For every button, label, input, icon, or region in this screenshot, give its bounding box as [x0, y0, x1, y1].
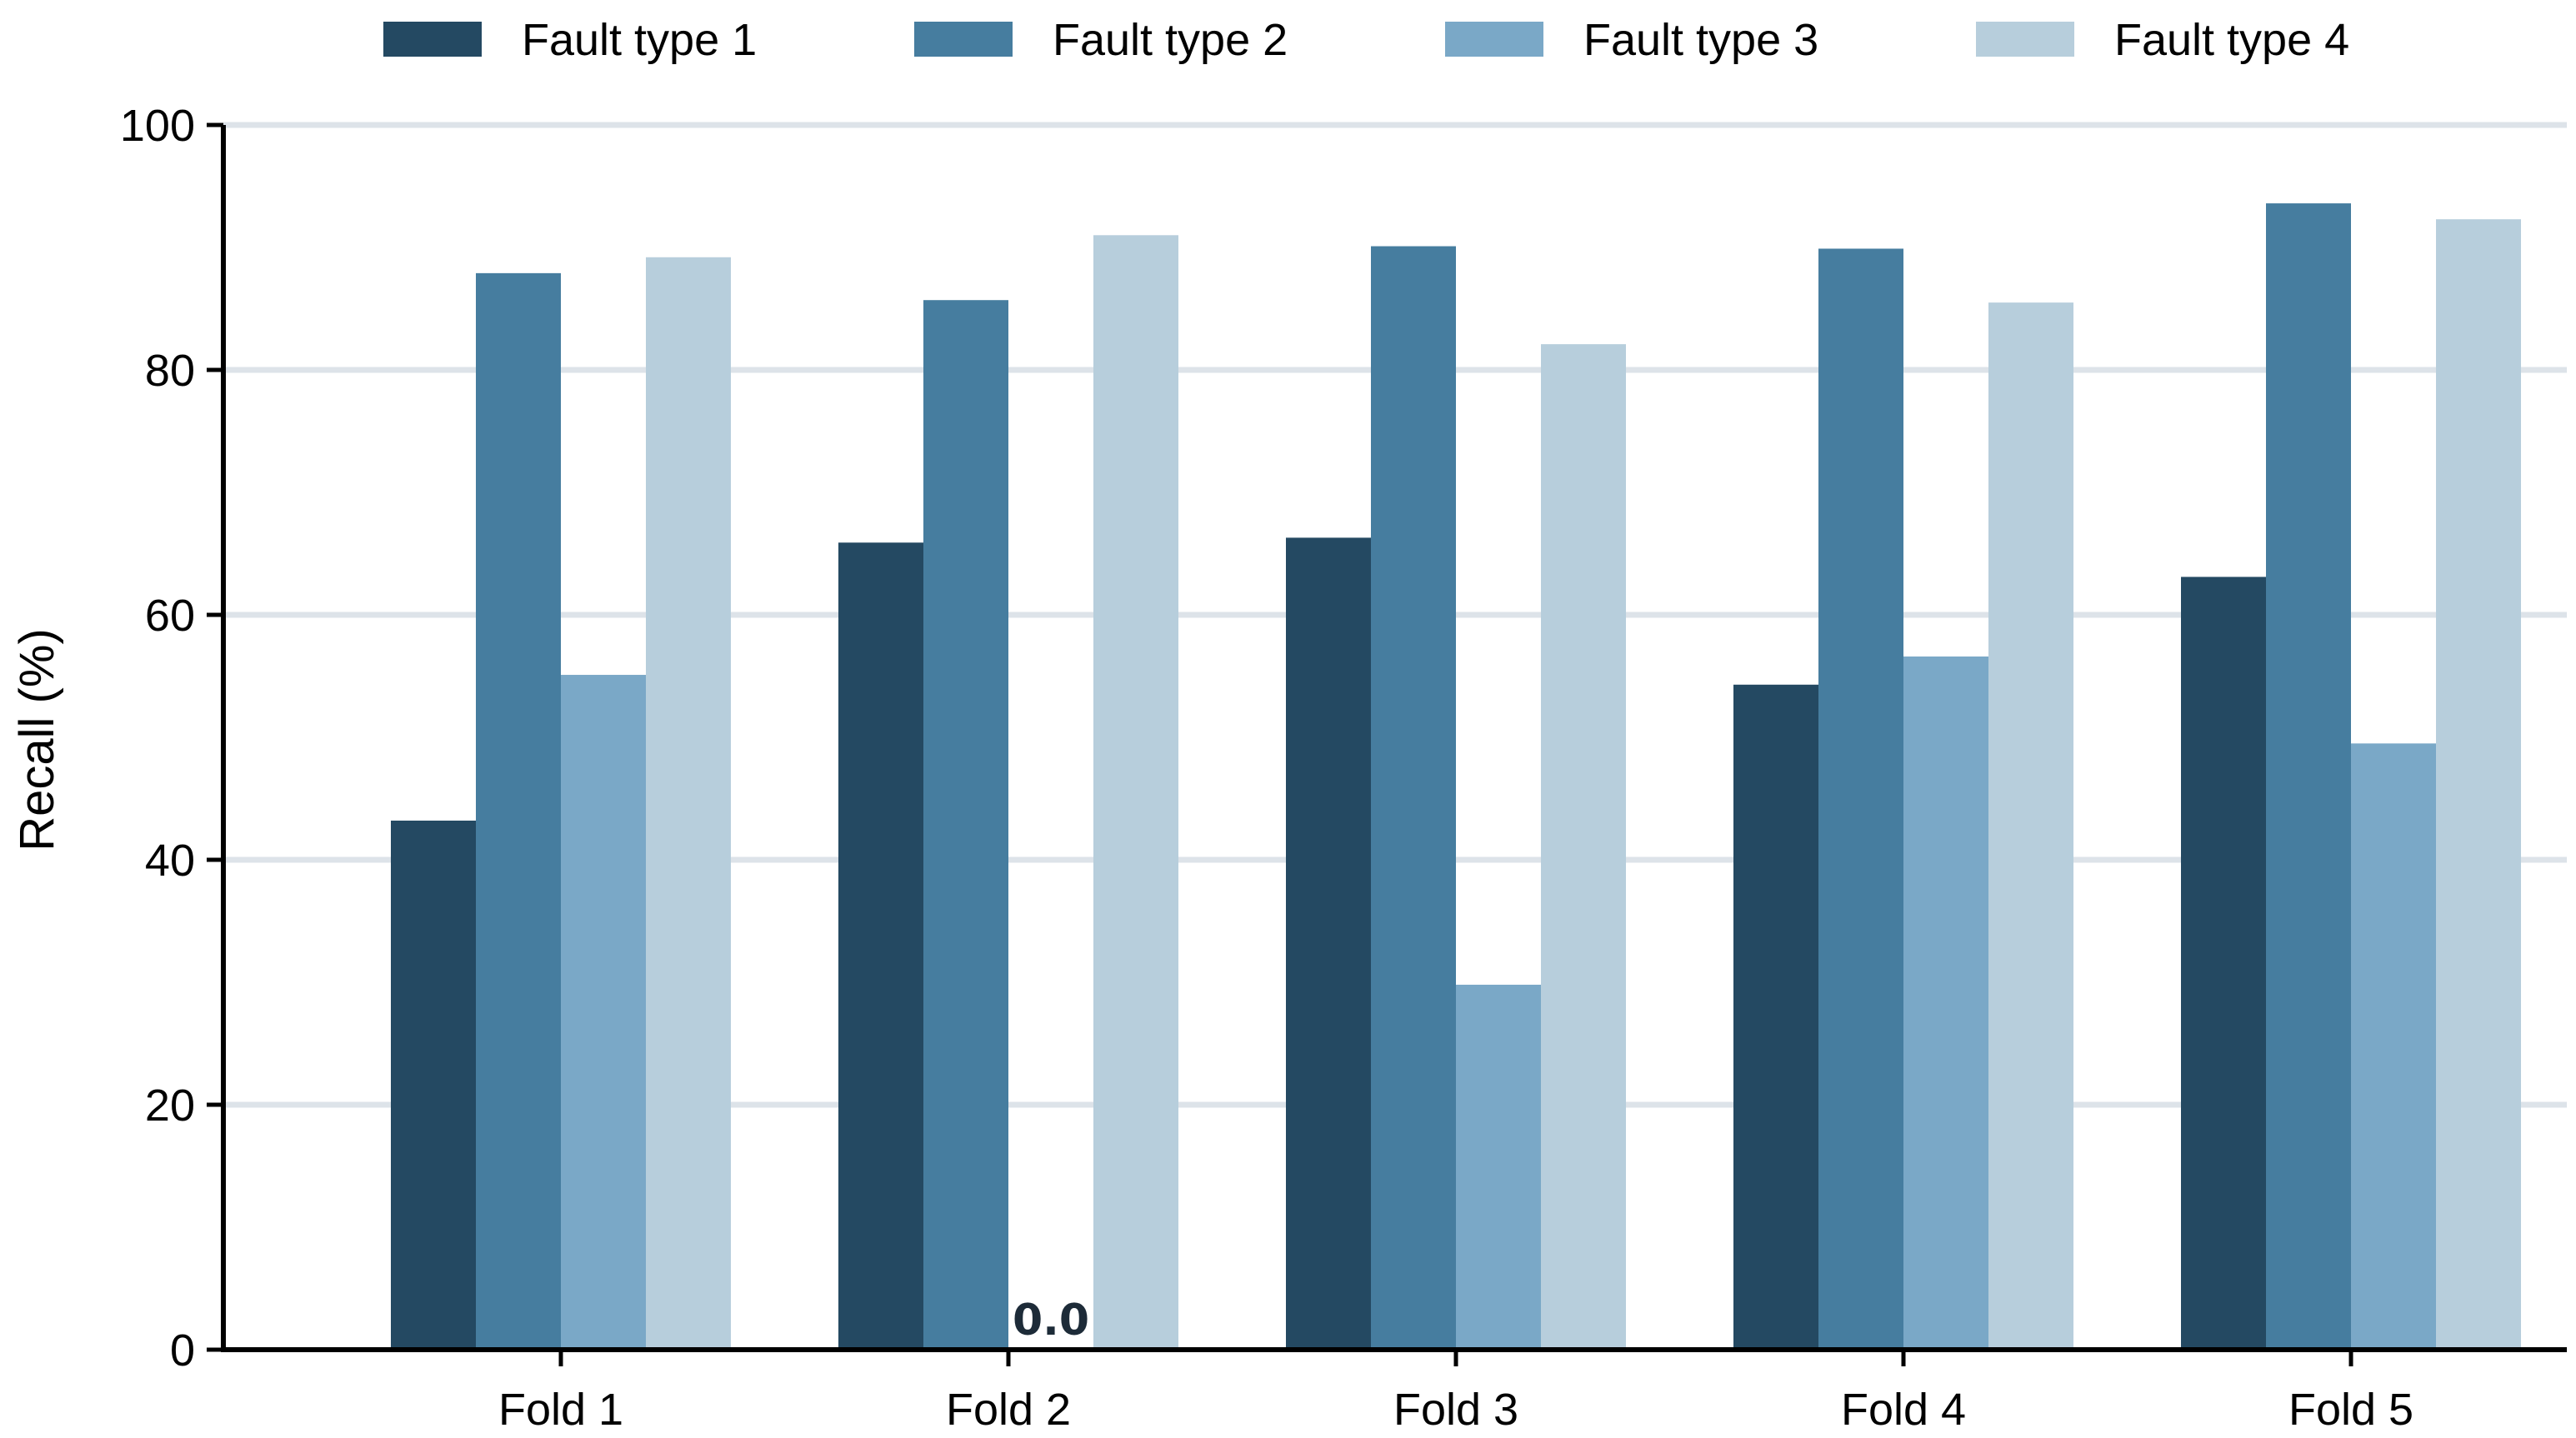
- bar-4-1: [646, 257, 731, 1350]
- y-tick-labels: 0 20 40 60 80 100: [120, 101, 195, 1376]
- bar-1-1: [391, 820, 476, 1350]
- data-labels: 0.0: [1013, 1296, 1089, 1346]
- legend-label: Fault type 4: [2114, 15, 2349, 65]
- bar-4-3: [1541, 344, 1626, 1350]
- y-tick-label: 40: [145, 836, 195, 886]
- bar-1-4: [1733, 684, 1818, 1350]
- bar-2-5: [2266, 203, 2351, 1351]
- y-tick-label: 80: [145, 346, 195, 396]
- bar-2-2: [923, 300, 1008, 1351]
- bar-1-2: [838, 542, 923, 1350]
- x-tick-label: Fold 2: [946, 1385, 1071, 1434]
- legend-swatch-2: [914, 22, 1013, 57]
- axes: [207, 122, 2567, 1366]
- bar-2-1: [476, 272, 561, 1350]
- bar-4-2: [1093, 235, 1178, 1350]
- bar-3-4: [1903, 656, 1988, 1350]
- bar-1-5: [2181, 577, 2266, 1350]
- bar-3-3: [1456, 984, 1541, 1350]
- x-tick-labels: Fold 1 Fold 2 Fold 3 Fold 4 Fold 5: [498, 1385, 2413, 1435]
- bar-3-5: [2351, 743, 2436, 1350]
- legend-swatch-4: [1976, 22, 2074, 57]
- y-tick-label: 20: [145, 1081, 195, 1131]
- x-tick-label: Fold 5: [2288, 1385, 2413, 1434]
- bar-3-1: [561, 675, 646, 1350]
- legend-swatch-3: [1445, 22, 1543, 57]
- x-tick-label: Fold 4: [1841, 1385, 1966, 1434]
- y-tick-label: 0: [170, 1326, 195, 1376]
- bar-2-3: [1371, 246, 1456, 1350]
- x-tick-label: Fold 3: [1393, 1385, 1518, 1434]
- bar-1-3: [1286, 537, 1371, 1350]
- bar-4-5: [2436, 219, 2521, 1351]
- x-tick-label: Fold 1: [498, 1385, 623, 1434]
- y-axis-title: Recall (%): [10, 628, 64, 851]
- y-tick-label: 100: [120, 101, 195, 151]
- y-tick-label: 60: [145, 591, 195, 641]
- legend: Fault type 1 Fault type 2 Fault type 3 Faul…: [383, 15, 2349, 65]
- bars: [391, 203, 2521, 1351]
- data-label: 0.0: [1013, 1296, 1089, 1346]
- legend-label: Fault type 1: [522, 15, 757, 65]
- bar-4-4: [1988, 302, 2073, 1350]
- legend-swatch-1: [383, 22, 482, 57]
- legend-label: Fault type 2: [1053, 15, 1288, 65]
- bar-2-4: [1818, 248, 1903, 1351]
- legend-label: Fault type 3: [1583, 15, 1818, 65]
